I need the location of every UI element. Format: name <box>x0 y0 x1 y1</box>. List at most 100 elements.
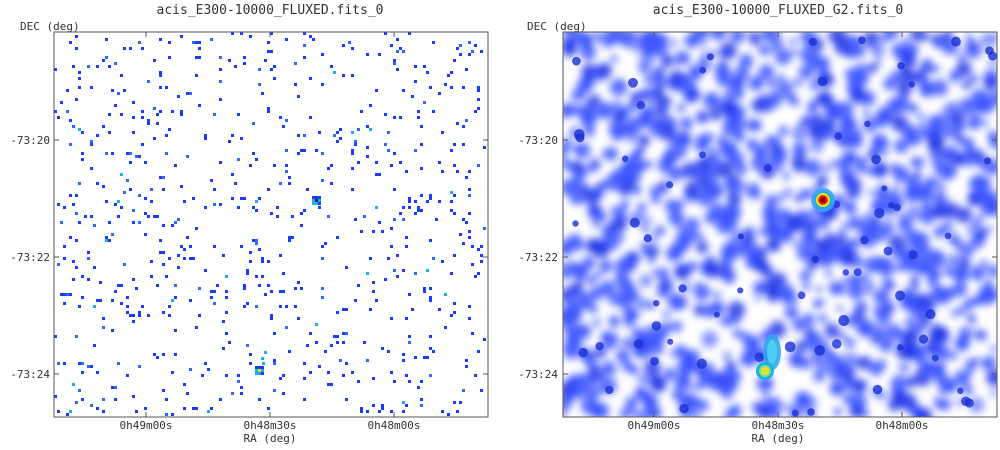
pixel <box>297 134 300 137</box>
pixel <box>405 404 408 407</box>
pixel <box>363 215 366 218</box>
blob <box>694 383 703 392</box>
pixel <box>267 110 270 113</box>
pixel <box>165 152 168 155</box>
pixel <box>249 353 252 356</box>
blob <box>920 32 930 41</box>
pixel <box>369 308 372 311</box>
pixel <box>96 134 99 137</box>
blob <box>706 261 723 278</box>
blob <box>684 217 700 233</box>
pixel <box>78 128 81 131</box>
blob <box>846 237 859 251</box>
pixel <box>180 245 183 248</box>
pixel <box>252 206 255 209</box>
pixel <box>390 371 393 374</box>
pixel <box>345 266 348 269</box>
pixel <box>78 182 81 185</box>
blob <box>910 281 919 291</box>
pixel <box>303 56 306 59</box>
pixel <box>351 74 354 77</box>
pixel <box>243 284 246 287</box>
blob <box>610 127 625 142</box>
knot <box>643 234 652 243</box>
pixel <box>81 131 84 134</box>
knot <box>572 56 581 66</box>
blob <box>633 211 641 219</box>
blob <box>597 62 612 78</box>
left-y-axis-label: DEC (deg) <box>20 20 80 33</box>
pixel <box>231 32 234 35</box>
blob <box>957 53 966 62</box>
blob <box>563 32 581 42</box>
pixel <box>459 53 462 56</box>
blob <box>865 280 874 289</box>
blob <box>823 164 830 172</box>
blob <box>784 403 791 410</box>
blob <box>783 188 792 197</box>
pixel <box>144 161 147 164</box>
knot <box>629 217 640 228</box>
pixel <box>375 161 378 164</box>
blob <box>890 375 908 393</box>
pixel <box>336 140 339 143</box>
pixel <box>339 128 342 131</box>
blob <box>641 112 654 125</box>
pixel <box>201 374 204 377</box>
blob <box>983 191 996 204</box>
pixel <box>264 293 267 296</box>
pixel <box>279 305 282 308</box>
pixel <box>138 314 141 317</box>
pixel <box>450 272 453 275</box>
pixel <box>285 38 288 41</box>
pixel <box>408 293 411 296</box>
pixel <box>459 401 462 404</box>
pixel <box>339 359 342 362</box>
pixel <box>294 287 297 290</box>
blob <box>854 47 866 58</box>
blob <box>782 172 791 180</box>
pixel <box>126 374 129 377</box>
pixel <box>117 362 120 365</box>
blob <box>838 332 847 341</box>
source-pixel <box>315 202 318 205</box>
pixel <box>63 293 66 296</box>
pixel <box>225 311 228 314</box>
blob <box>618 279 635 296</box>
pixel <box>429 197 432 200</box>
blob <box>811 208 820 217</box>
blob <box>589 286 604 301</box>
source-pixel <box>312 202 315 205</box>
pixel <box>138 365 141 368</box>
pixel <box>159 38 162 41</box>
pixel <box>408 380 411 383</box>
blob <box>823 361 837 375</box>
pixel <box>207 410 210 413</box>
blob <box>733 79 743 88</box>
blob <box>611 168 628 184</box>
blob <box>988 58 997 67</box>
pixel <box>456 122 459 125</box>
pixel <box>156 122 159 125</box>
pixel <box>279 290 282 293</box>
blob <box>923 363 936 376</box>
pixel <box>174 164 177 167</box>
pixel <box>270 32 273 35</box>
pixel <box>345 332 348 335</box>
pixel <box>321 287 324 290</box>
pixel <box>102 326 105 329</box>
blob <box>645 245 659 259</box>
pixel <box>384 278 387 281</box>
left-panel: acis_E300-10000_FLUXED.fits_0 DEC (deg) … <box>10 3 489 445</box>
pixel <box>483 338 486 341</box>
blob <box>930 33 941 45</box>
blob <box>854 161 867 174</box>
source-pixel <box>258 369 261 372</box>
pixel <box>402 401 405 404</box>
pixel <box>321 152 324 155</box>
pixel <box>138 155 141 158</box>
blob <box>950 309 959 317</box>
pixel <box>273 77 276 80</box>
pixel <box>102 398 105 401</box>
pixel <box>465 365 468 368</box>
